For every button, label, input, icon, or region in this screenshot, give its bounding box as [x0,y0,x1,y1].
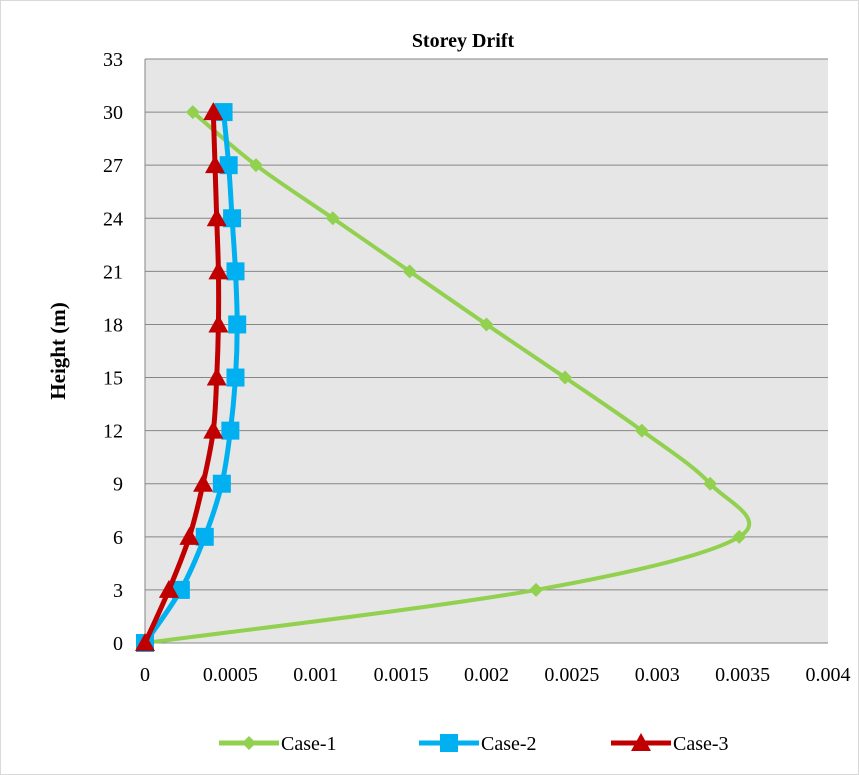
data-point-case-3 [208,314,229,333]
y-tick-label: 33 [103,49,123,71]
gridlines [145,58,828,644]
series-case-1 [138,105,752,650]
data-point-case-2 [223,209,242,228]
legend-marker [440,734,458,752]
y-tick-label: 21 [103,261,123,283]
x-tick-label: 0.002 [464,664,509,686]
data-point-case-3 [158,579,179,598]
y-tick-label: 24 [103,208,123,230]
series-layer [135,102,752,652]
data-point-case-1 [558,370,573,385]
x-tick-label: 0.004 [806,664,851,686]
data-point-case-3 [203,102,224,121]
data-point-case-3 [179,526,200,545]
data-point-case-3 [205,155,226,174]
series-case-3 [135,102,229,651]
data-point-case-1 [479,317,494,332]
x-tick-label: 0.0005 [203,664,258,686]
data-point-case-1 [325,211,340,226]
tick-labels: 0 3 6 9 12 15 18 21 24 27 30 33 0 0.0005 0.001 0.0015 0.… [103,49,851,686]
y-axis-label: Height (m) [46,302,70,399]
data-point-case-1 [634,423,649,438]
y-tick-label: 30 [103,102,123,124]
data-point-case-1 [185,105,200,120]
data-point-case-2 [226,368,245,387]
data-point-case-2 [228,315,247,334]
data-point-case-3 [193,473,214,492]
x-tick-label: 0.003 [635,664,680,686]
data-point-case-1 [732,529,747,544]
x-tick-label: 0.0025 [544,664,599,686]
x-tick-label: 0.0015 [374,664,429,686]
legend-label: Case-1 [281,733,337,755]
y-tick-label: 15 [103,368,123,390]
legend-label: Case-2 [481,733,537,755]
x-tick-label: 0 [140,664,150,686]
data-point-case-3 [208,261,229,280]
data-point-case-1 [402,264,417,279]
data-point-case-1 [529,582,544,597]
data-point-case-2 [195,527,214,546]
series-case-2 [136,103,247,652]
data-point-case-3 [206,208,227,227]
y-tick-label: 3 [113,580,123,602]
legend-item-case-3: Case-3 [611,733,729,755]
data-point-case-3 [206,367,227,386]
y-tick-label: 27 [103,155,123,177]
data-point-case-2 [212,474,231,493]
legend: Case-1 Case-2 Case-3 [219,733,729,755]
x-tick-label: 0.001 [293,664,338,686]
y-tick-label: 12 [103,421,123,443]
y-tick-label: 9 [113,474,123,496]
x-tick-label: 0.0035 [715,664,770,686]
y-tick-label: 0 [113,633,123,655]
y-tick-label: 18 [103,314,123,336]
data-point-case-2 [221,421,240,440]
legend-marker [631,733,651,751]
data-point-case-2 [226,262,245,281]
data-point-case-1 [703,476,718,491]
y-tick-label: 6 [113,527,123,549]
data-point-case-1 [248,158,263,173]
data-point-case-3 [135,633,155,651]
legend-label: Case-3 [673,733,729,755]
plot-area [145,59,828,643]
legend-item-case-1: Case-1 [219,733,337,755]
data-point-case-2 [219,156,238,175]
legend-marker [242,736,256,750]
chart-title: Storey Drift [412,30,515,52]
data-point-case-3 [203,420,224,439]
legend-item-case-2: Case-2 [419,733,537,755]
